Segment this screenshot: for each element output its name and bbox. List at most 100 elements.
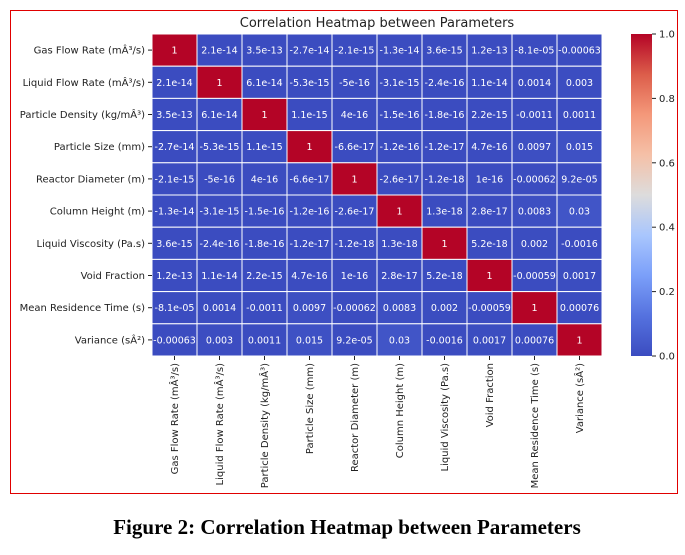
cell-annotation: 0.0017 bbox=[473, 335, 506, 346]
cell-annotation: -0.00062 bbox=[333, 303, 376, 314]
cell-annotation: -1.2e-17 bbox=[290, 239, 330, 250]
colorbar-tick-label: 0.6 bbox=[659, 158, 675, 169]
cell-annotation: 1 bbox=[216, 78, 222, 89]
heatmap-cell bbox=[151, 258, 198, 293]
cell-annotation: 1 bbox=[351, 174, 357, 185]
cell-annotation: 1.2e-13 bbox=[156, 271, 192, 282]
cell-annotation: 0.03 bbox=[569, 207, 590, 218]
y-tick-label: Column Height (m) bbox=[50, 207, 145, 218]
cell-annotation: 1.1e-15 bbox=[246, 142, 282, 153]
cell-annotation: -1.3e-14 bbox=[380, 46, 420, 57]
x-tick-label: Mean Residence Time (s) bbox=[530, 363, 541, 488]
y-tick-label: Liquid Flow Rate (mÂ³/s) bbox=[23, 76, 146, 89]
x-tick-label: Variance (sÂ²) bbox=[573, 363, 586, 433]
heatmap-cell bbox=[196, 194, 243, 228]
cell-annotation: -0.0011 bbox=[246, 303, 283, 314]
cell-annotation: 1.1e-15 bbox=[291, 110, 327, 121]
cell-annotation: -1.3e-14 bbox=[155, 207, 195, 218]
heatmap-cell bbox=[196, 291, 243, 325]
cell-annotation: 0.0014 bbox=[518, 78, 551, 89]
cell-annotation: -2.1e-15 bbox=[155, 174, 195, 185]
cell-annotation: -1.2e-16 bbox=[290, 207, 330, 218]
x-tick-label: Particle Size (mm) bbox=[305, 363, 316, 454]
colorbar-tick-label: 0.4 bbox=[659, 223, 675, 234]
colorbar bbox=[631, 34, 652, 356]
heatmap-cell bbox=[421, 162, 468, 196]
x-tick-label: Liquid Viscosity (Pa.s) bbox=[440, 363, 451, 472]
cell-annotation: -1.2e-18 bbox=[335, 239, 375, 250]
cell-annotation: 0.0017 bbox=[563, 271, 596, 282]
heatmap-cell bbox=[331, 130, 378, 164]
x-tick-label: Particle Density (kg/mÂ³) bbox=[258, 363, 271, 488]
cell-annotation: -2.1e-15 bbox=[335, 46, 375, 57]
heatmap-cell bbox=[421, 291, 468, 325]
cell-annotation: 1.3e-18 bbox=[381, 239, 417, 250]
heatmap-cell bbox=[511, 226, 558, 260]
heatmap-cell bbox=[196, 97, 243, 132]
heatmap-cell bbox=[331, 226, 378, 260]
heatmap-cell bbox=[331, 162, 378, 196]
heatmap-cell bbox=[286, 323, 333, 357]
heatmap-cell bbox=[376, 97, 423, 132]
cell-annotation: 6.1e-14 bbox=[201, 110, 237, 121]
heatmap-cell bbox=[466, 194, 513, 228]
y-tick-label: Void Fraction bbox=[81, 271, 145, 282]
cell-annotation: -1.2e-16 bbox=[380, 142, 420, 153]
cell-annotation: 0.0083 bbox=[383, 303, 416, 314]
cell-annotation: 0.0083 bbox=[518, 207, 551, 218]
cell-annotation: 0.002 bbox=[431, 303, 458, 314]
heatmap-cell bbox=[196, 258, 243, 293]
heatmap-cell bbox=[331, 323, 378, 357]
cell-annotation: 0.0011 bbox=[248, 335, 281, 346]
cell-annotation: 3.6e-15 bbox=[156, 239, 192, 250]
cell-annotation: 1.1e-14 bbox=[471, 78, 507, 89]
cell-annotation: 1 bbox=[306, 142, 312, 153]
cell-annotation: -6.6e-17 bbox=[335, 142, 375, 153]
heatmap-cell bbox=[286, 162, 333, 196]
cell-annotation: 5.2e-18 bbox=[471, 239, 507, 250]
cell-annotation: -5e-16 bbox=[339, 78, 370, 89]
cell-annotation: 2.1e-14 bbox=[201, 46, 237, 57]
cell-annotation: 1e-16 bbox=[476, 174, 503, 185]
heatmap-cell bbox=[556, 194, 603, 228]
x-tick-label: Gas Flow Rate (mÂ³/s) bbox=[168, 363, 181, 474]
cell-annotation: -0.00059 bbox=[468, 303, 511, 314]
colorbar-tick-label: 0.8 bbox=[659, 94, 675, 105]
heatmap-cell bbox=[151, 97, 198, 132]
heatmap-cell bbox=[466, 97, 513, 132]
cell-annotation: 0.0011 bbox=[563, 110, 596, 121]
cell-annotation: -6.6e-17 bbox=[290, 174, 330, 185]
cell-annotation: 0.03 bbox=[389, 335, 410, 346]
heatmap-cell bbox=[511, 33, 558, 67]
cell-annotation: -1.8e-16 bbox=[245, 239, 285, 250]
y-tick-label: Liquid Viscosity (Pa.s) bbox=[37, 239, 146, 250]
cell-annotation: 9.2e-05 bbox=[561, 174, 597, 185]
cell-annotation: 1e-16 bbox=[341, 271, 368, 282]
cell-annotation: 1.3e-18 bbox=[426, 207, 462, 218]
chart-title: Correlation Heatmap between Parameters bbox=[240, 16, 515, 31]
cell-annotation: 1 bbox=[171, 46, 177, 57]
cell-annotation: -0.0016 bbox=[426, 335, 463, 346]
heatmap-cell bbox=[241, 291, 288, 325]
cell-annotation: -5.3e-15 bbox=[200, 142, 240, 153]
cell-annotation: 3.5e-13 bbox=[156, 110, 192, 121]
y-tick-label: Gas Flow Rate (mÂ³/s) bbox=[34, 44, 145, 57]
heatmap-cell bbox=[421, 33, 468, 67]
heatmap-cell bbox=[511, 162, 558, 196]
cell-annotation: -2.6e-17 bbox=[335, 207, 375, 218]
heatmap-cell bbox=[331, 65, 378, 99]
cell-annotation: 1 bbox=[486, 271, 492, 282]
cell-annotation: 0.0097 bbox=[293, 303, 326, 314]
heatmap-cell bbox=[421, 323, 468, 357]
heatmap-cell bbox=[241, 194, 288, 228]
heatmap-cell bbox=[376, 162, 423, 196]
cell-annotation: 2.8e-17 bbox=[381, 271, 417, 282]
heatmap-cell bbox=[151, 33, 198, 67]
cell-annotation: 0.003 bbox=[566, 78, 593, 89]
cell-annotation: -0.0016 bbox=[561, 239, 598, 250]
heatmap-cell bbox=[511, 65, 558, 99]
cell-annotation: 6.1e-14 bbox=[246, 78, 282, 89]
cell-annotation: 5.2e-18 bbox=[426, 271, 462, 282]
cell-annotation: -1.5e-16 bbox=[380, 110, 420, 121]
